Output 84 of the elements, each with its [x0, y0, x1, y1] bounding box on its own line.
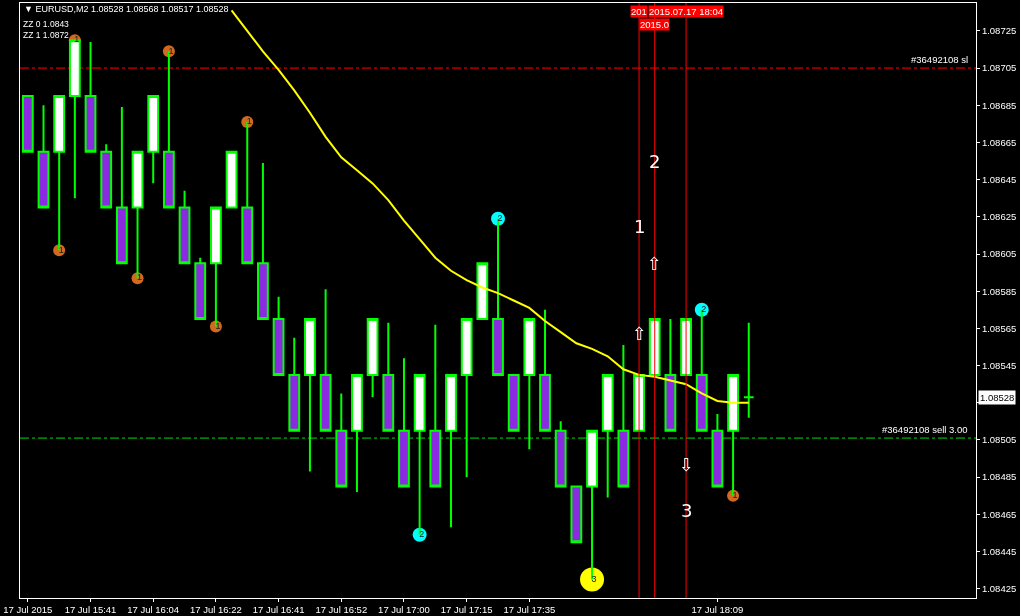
y-tick-label: 1.08485 — [981, 471, 1017, 483]
x-tick-label: 17 Jul 18:09 — [691, 604, 744, 616]
y-tick-label: 1.08605 — [981, 248, 1017, 260]
point — [580, 567, 605, 592]
x-tick-label: 17 Jul 17:15 — [440, 604, 493, 616]
candlestick — [570, 485, 583, 544]
x-tick-label: 17 Jul 16:41 — [252, 604, 305, 616]
annotation: 1 — [634, 216, 646, 237]
annotation: ZZ 1 1.0872 — [23, 30, 70, 40]
text: 2 — [419, 529, 425, 540]
x-tick-label: 17 Jul 17:35 — [503, 604, 556, 616]
candlestick — [507, 373, 520, 432]
y-tick-label: 1.08445 — [981, 545, 1017, 557]
y-tick-label: 1.08545 — [981, 359, 1017, 371]
text: 1 — [168, 45, 174, 56]
candlestick — [115, 106, 128, 265]
y-tick-label: 1.08665 — [981, 136, 1017, 148]
candlestick — [319, 288, 332, 432]
candlestick — [178, 189, 191, 265]
y-tick-label: 1.08625 — [981, 211, 1017, 223]
candlestick — [335, 392, 348, 488]
y-tick-label: 1.08565 — [981, 322, 1017, 334]
candlestick — [288, 336, 301, 432]
x-tick-label: 17 Jul 15:41 — [64, 604, 117, 616]
y-tick-label: 1.08685 — [981, 99, 1017, 111]
candlestick — [586, 429, 598, 581]
y-tick-label: 1.08725 — [981, 25, 1017, 37]
candlestick — [523, 318, 536, 451]
x-tick-label: 17 Jul 16:52 — [315, 604, 368, 616]
candlestick — [304, 318, 316, 473]
chart-title: ▼ EURUSD,M2 1.08528 1.08568 1.08517 1.08528 — [24, 4, 229, 15]
annotation: ZZ 0 1.0843 — [23, 19, 70, 29]
series-label: 2 — [497, 212, 503, 223]
candlestick — [366, 318, 379, 399]
ref-line-label: #36492108 sell 3.00 — [882, 424, 968, 435]
text: 1 — [137, 272, 143, 283]
text: 1 — [58, 244, 64, 255]
series-label: 1 — [732, 489, 738, 500]
candlestick — [742, 321, 755, 419]
candlestick — [398, 357, 410, 488]
candlestick — [664, 318, 677, 432]
x-tick-label: 17 Jul 2015 — [3, 604, 53, 616]
candlestick — [601, 373, 614, 499]
candlestick — [21, 94, 34, 153]
candlestick — [617, 344, 630, 488]
y-tick-label: 1.08425 — [981, 583, 1017, 595]
y-tick-label: 1.08505 — [981, 434, 1017, 446]
candlestick — [460, 318, 473, 479]
y-tick-label: 1.08705 — [981, 62, 1017, 74]
candlestick — [257, 161, 269, 321]
candlestick — [648, 318, 661, 376]
text: 1 — [246, 116, 252, 127]
x-tick-label: 2015.0 — [640, 19, 670, 30]
candlestick — [84, 41, 97, 153]
line-series — [230, 9, 750, 404]
candlestick — [554, 420, 567, 488]
candlestick — [147, 94, 160, 185]
y-tick-label: 1.08585 — [981, 285, 1017, 297]
candlestick — [100, 143, 113, 209]
y-tick-label: 1.08465 — [981, 508, 1017, 520]
candlestick — [194, 256, 207, 321]
x-tick-label: 17 Jul 17:00 — [378, 604, 430, 616]
text: 1 — [74, 34, 80, 45]
candlestick — [711, 412, 724, 488]
candlestick — [351, 373, 363, 494]
candlestick — [37, 104, 50, 209]
candlestick — [539, 308, 551, 432]
x-tick-label: 17 Jul 16:22 — [190, 604, 242, 616]
text: 1 — [215, 320, 221, 331]
candlestick — [382, 321, 395, 432]
candlestick — [272, 295, 285, 376]
ref-line-label: #36492108 sl — [911, 54, 969, 65]
x-tick-label: 201 — [631, 6, 647, 17]
x-tick-label: 2015.07.17 18:04 — [649, 6, 723, 17]
candlestick — [429, 323, 442, 488]
annotation: ⇧ — [632, 323, 648, 344]
candlestick — [225, 150, 238, 209]
candlestick — [445, 373, 457, 529]
series-label: 3 — [591, 573, 597, 584]
x-tick-label: 17 Jul 16:04 — [127, 604, 180, 616]
annotation: 1.08528 — [980, 392, 1015, 403]
text: 2 — [701, 304, 707, 315]
candlestick — [476, 262, 489, 321]
y-tick-label: 1.08645 — [981, 173, 1017, 185]
